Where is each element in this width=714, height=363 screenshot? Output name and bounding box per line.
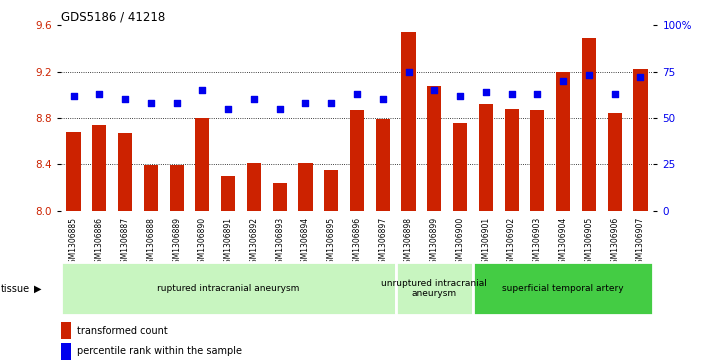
Point xyxy=(609,91,620,97)
Point xyxy=(351,91,363,97)
Bar xyxy=(479,104,493,211)
Bar xyxy=(531,110,545,211)
Point xyxy=(326,100,337,106)
Bar xyxy=(608,113,622,211)
Bar xyxy=(376,119,390,211)
Point xyxy=(635,74,646,80)
Text: tissue: tissue xyxy=(1,284,30,294)
Bar xyxy=(505,109,518,211)
Point xyxy=(196,87,208,93)
Point xyxy=(428,87,440,93)
Bar xyxy=(169,166,183,211)
Bar xyxy=(350,110,364,211)
Bar xyxy=(633,69,648,211)
Bar xyxy=(144,166,158,211)
Text: unruptured intracranial
aneurysm: unruptured intracranial aneurysm xyxy=(381,279,487,298)
Point xyxy=(171,100,182,106)
Text: GDS5186 / 41218: GDS5186 / 41218 xyxy=(61,11,165,24)
Point xyxy=(532,91,543,97)
Bar xyxy=(66,132,81,211)
Point xyxy=(377,97,388,102)
Bar xyxy=(556,72,570,211)
Bar xyxy=(453,123,467,211)
Text: superficial temporal artery: superficial temporal artery xyxy=(503,284,624,293)
Point xyxy=(300,100,311,106)
Point xyxy=(480,89,491,95)
Bar xyxy=(324,170,338,211)
Bar xyxy=(92,125,106,211)
Point xyxy=(403,69,414,75)
Bar xyxy=(401,32,416,211)
Point xyxy=(558,78,569,84)
Bar xyxy=(221,176,235,211)
Point xyxy=(223,106,234,112)
Bar xyxy=(196,118,209,211)
Bar xyxy=(61,322,71,339)
Point xyxy=(94,91,105,97)
Bar xyxy=(582,38,596,211)
Bar xyxy=(273,183,287,211)
Point xyxy=(274,106,286,112)
Bar xyxy=(247,163,261,211)
Bar xyxy=(396,262,473,315)
Text: ▶: ▶ xyxy=(34,284,42,294)
Point xyxy=(583,73,595,78)
Point xyxy=(68,93,79,99)
Bar xyxy=(473,262,653,315)
Text: ruptured intracranial aneurysm: ruptured intracranial aneurysm xyxy=(157,284,299,293)
Bar xyxy=(118,133,132,211)
Bar xyxy=(298,163,313,211)
Bar xyxy=(61,262,396,315)
Text: transformed count: transformed count xyxy=(77,326,168,336)
Point xyxy=(119,97,131,102)
Point xyxy=(145,100,156,106)
Point xyxy=(454,93,466,99)
Point xyxy=(506,91,518,97)
Bar xyxy=(427,86,441,211)
Bar xyxy=(61,343,71,359)
Text: percentile rank within the sample: percentile rank within the sample xyxy=(77,346,242,356)
Point xyxy=(248,97,260,102)
